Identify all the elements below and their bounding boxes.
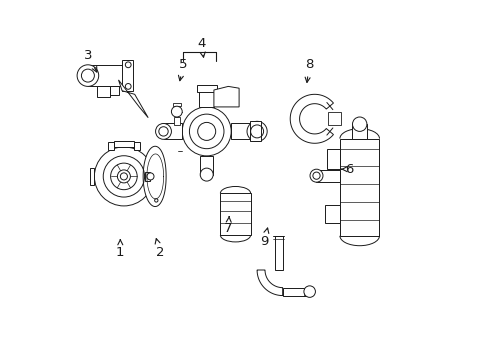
Circle shape xyxy=(171,106,182,117)
Text: 3: 3 xyxy=(84,49,97,72)
Circle shape xyxy=(352,117,366,131)
Polygon shape xyxy=(282,288,309,296)
Polygon shape xyxy=(122,60,133,91)
Circle shape xyxy=(309,169,322,182)
Circle shape xyxy=(125,62,131,68)
Polygon shape xyxy=(172,103,181,106)
Text: 7: 7 xyxy=(224,216,232,235)
Polygon shape xyxy=(220,193,250,235)
Polygon shape xyxy=(339,139,379,236)
Circle shape xyxy=(155,123,171,139)
Polygon shape xyxy=(113,141,134,147)
Text: 5: 5 xyxy=(178,58,187,81)
Circle shape xyxy=(77,65,99,86)
Polygon shape xyxy=(257,270,282,296)
Text: 2: 2 xyxy=(155,239,164,258)
Text: 1: 1 xyxy=(116,239,124,258)
Text: 8: 8 xyxy=(305,58,313,82)
Polygon shape xyxy=(200,156,213,175)
Circle shape xyxy=(125,84,131,89)
Polygon shape xyxy=(290,94,333,143)
Polygon shape xyxy=(199,90,213,107)
Polygon shape xyxy=(325,205,339,223)
Text: 6: 6 xyxy=(341,163,352,176)
Polygon shape xyxy=(213,86,239,107)
Polygon shape xyxy=(327,112,340,125)
Polygon shape xyxy=(326,149,339,169)
Polygon shape xyxy=(249,121,260,141)
Polygon shape xyxy=(174,117,179,125)
Polygon shape xyxy=(316,170,339,182)
Circle shape xyxy=(146,173,154,180)
Polygon shape xyxy=(118,80,148,118)
Polygon shape xyxy=(134,143,140,150)
Polygon shape xyxy=(352,124,366,139)
Circle shape xyxy=(94,147,153,206)
Circle shape xyxy=(200,168,213,181)
Circle shape xyxy=(303,286,315,297)
Polygon shape xyxy=(144,172,150,181)
Circle shape xyxy=(182,107,231,156)
Polygon shape xyxy=(274,236,282,270)
Polygon shape xyxy=(88,65,125,86)
Circle shape xyxy=(117,170,130,183)
Circle shape xyxy=(246,121,266,141)
Polygon shape xyxy=(107,143,113,150)
Polygon shape xyxy=(90,167,94,185)
Text: 4: 4 xyxy=(197,37,205,57)
Polygon shape xyxy=(231,123,249,139)
Polygon shape xyxy=(196,85,216,92)
Polygon shape xyxy=(97,86,109,97)
Polygon shape xyxy=(143,146,166,207)
Polygon shape xyxy=(163,123,182,139)
Polygon shape xyxy=(109,86,118,95)
Text: 9: 9 xyxy=(260,228,268,248)
